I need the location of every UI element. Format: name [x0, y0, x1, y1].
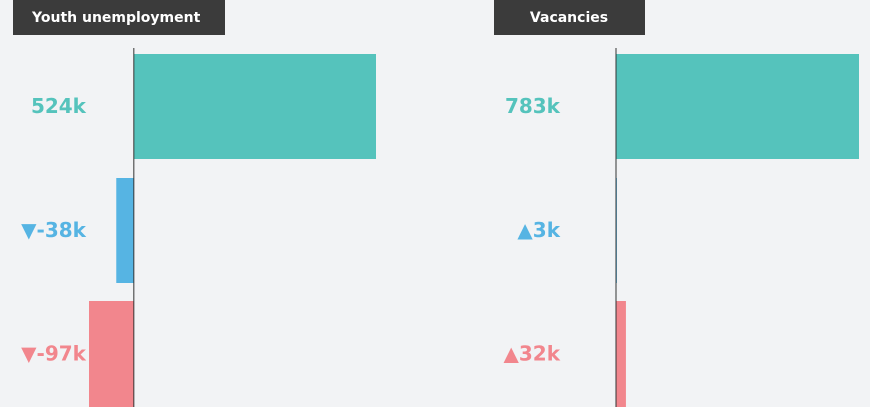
title-box: [13, 0, 225, 35]
title-box: [494, 0, 645, 35]
bar: [116, 178, 134, 283]
value-label: 524k: [31, 94, 87, 118]
value-label: 783k: [505, 94, 561, 118]
chart-title: Vacancies: [530, 10, 608, 26]
bar: [616, 54, 859, 159]
value-label: ▼-97k: [21, 342, 87, 366]
value-label: ▲3k: [517, 218, 560, 242]
bar: [616, 301, 626, 407]
value-label: ▲32k: [503, 342, 560, 366]
value-label: ▼-38k: [21, 218, 87, 242]
bar: [133, 54, 376, 159]
chart-title: Youth unemployment: [31, 10, 201, 26]
bar: [89, 301, 134, 407]
